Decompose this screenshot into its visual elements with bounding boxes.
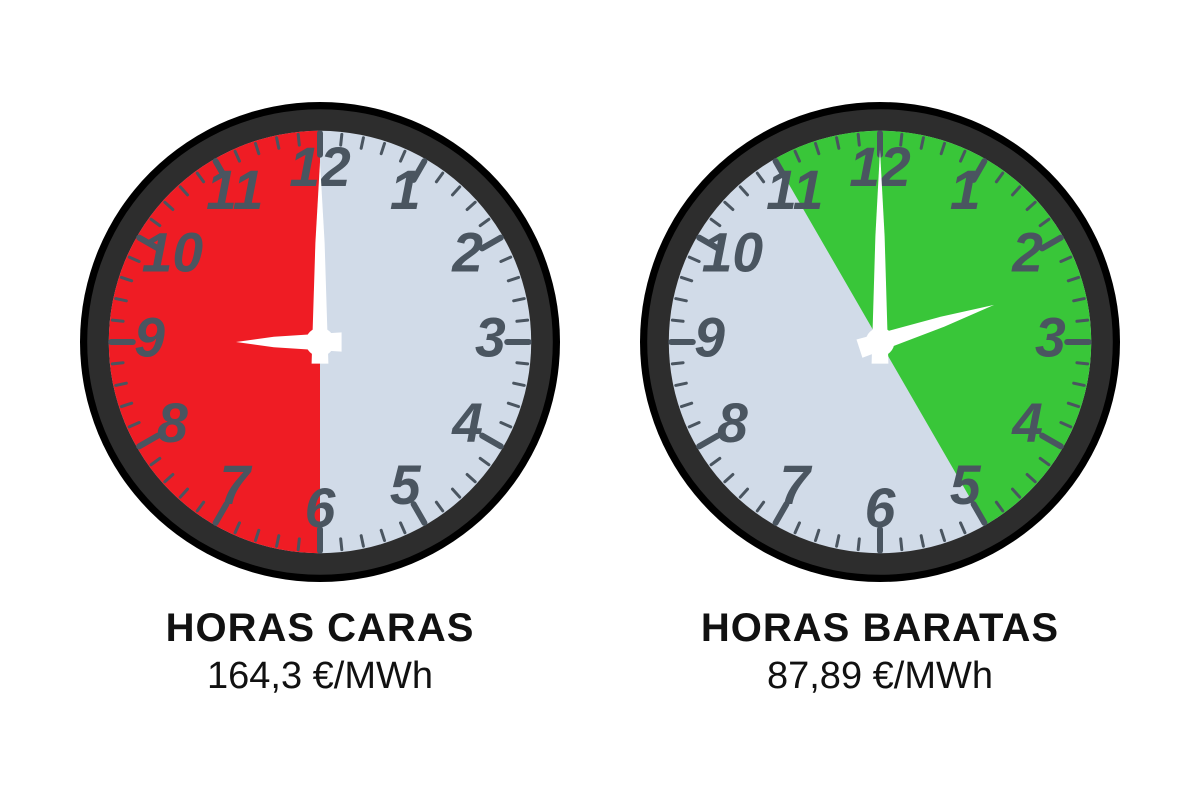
svg-text:7: 7 — [219, 454, 252, 516]
svg-text:6: 6 — [865, 477, 896, 539]
svg-text:4: 4 — [451, 392, 483, 454]
cheap-hours-clock: 123456789101112 — [640, 102, 1120, 582]
svg-text:10: 10 — [142, 221, 204, 283]
svg-text:3: 3 — [1035, 307, 1066, 369]
expensive-price: 164,3 €/MWh — [166, 655, 475, 698]
svg-text:3: 3 — [475, 307, 506, 369]
svg-text:8: 8 — [717, 392, 748, 454]
svg-text:1: 1 — [390, 159, 421, 221]
svg-text:11: 11 — [206, 159, 263, 221]
cheap-price: 87,89 €/MWh — [701, 655, 1059, 698]
svg-text:9: 9 — [134, 307, 165, 369]
cheap-hours-panel: 123456789101112 HORAS BARATAS 87,89 €/MW… — [640, 102, 1120, 698]
cheap-caption: HORAS BARATAS 87,89 €/MWh — [701, 606, 1059, 698]
expensive-title: HORAS CARAS — [166, 606, 475, 651]
svg-text:9: 9 — [694, 307, 725, 369]
svg-text:5: 5 — [950, 454, 982, 516]
svg-text:5: 5 — [390, 454, 422, 516]
svg-text:2: 2 — [451, 221, 483, 283]
svg-text:11: 11 — [766, 159, 823, 221]
svg-text:10: 10 — [702, 221, 764, 283]
expensive-hours-panel: 123456789101112 HORAS CARAS 164,3 €/MWh — [80, 102, 560, 698]
cheap-title: HORAS BARATAS — [701, 606, 1059, 651]
svg-text:7: 7 — [779, 454, 812, 516]
svg-text:4: 4 — [1011, 392, 1043, 454]
expensive-caption: HORAS CARAS 164,3 €/MWh — [166, 606, 475, 698]
expensive-hours-clock: 123456789101112 — [80, 102, 560, 582]
svg-text:8: 8 — [157, 392, 188, 454]
svg-text:2: 2 — [1011, 221, 1043, 283]
svg-text:1: 1 — [950, 159, 981, 221]
svg-text:6: 6 — [305, 477, 336, 539]
